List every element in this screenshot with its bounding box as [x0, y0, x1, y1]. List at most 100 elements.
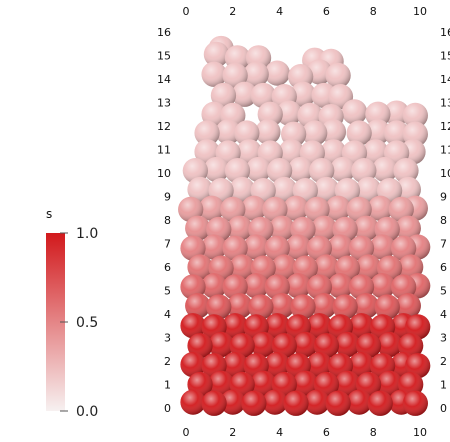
particle-shading [311, 293, 337, 319]
particle-shading [187, 254, 213, 280]
particle-shading [325, 62, 351, 89]
y-tick-label-left: 10 [157, 167, 171, 180]
particle [262, 389, 288, 415]
particle-shading [180, 389, 206, 415]
y-tick-label-right: 5 [440, 285, 447, 298]
particle [201, 234, 227, 260]
particle-shading [327, 273, 354, 299]
particle [220, 389, 246, 415]
x-tick-label-bottom: 0 [183, 426, 190, 439]
y-tick-label-left: 7 [164, 238, 171, 251]
particle [180, 389, 206, 415]
x-axis-bottom-ticks: 0 2 4 6 8 10 [183, 426, 428, 439]
y-tick-label-left: 13 [157, 97, 171, 110]
y-tick-label-right: 15 [440, 50, 450, 63]
particle-shading [227, 215, 253, 241]
y-tick-label-left: 12 [157, 120, 171, 133]
particle-shading [262, 389, 288, 415]
particle [313, 176, 340, 203]
particle-shading [332, 294, 358, 320]
particle [325, 390, 351, 416]
y-tick-label-right: 7 [440, 238, 447, 251]
particle-shading [383, 120, 410, 146]
particle-shading [292, 370, 318, 396]
particle-shading [255, 119, 281, 145]
x-tick-label-bottom: 4 [276, 426, 283, 439]
x-tick-label-top: 0 [183, 5, 190, 18]
particle [234, 120, 260, 146]
particle-shading [402, 390, 428, 416]
y-tick-label-left: 2 [164, 355, 171, 368]
colorbar-gradient [46, 233, 65, 411]
particle [201, 390, 227, 416]
particle-shading [330, 156, 356, 183]
x-tick-label-bottom: 10 [413, 426, 427, 439]
particle [327, 234, 354, 260]
particle-shading [250, 370, 276, 396]
particle [365, 119, 391, 145]
particle [285, 273, 311, 299]
particle-shading [367, 195, 393, 221]
x-tick-label-bottom: 8 [370, 426, 377, 439]
particle-shading [185, 293, 211, 319]
particle [222, 62, 248, 89]
particle-shading [206, 294, 232, 320]
particle-shading [369, 234, 396, 260]
particle-shading [283, 195, 309, 221]
particle-shading [393, 158, 419, 184]
colorbar-title: s [46, 207, 52, 221]
particle-shading [208, 370, 234, 396]
y-tick-label-right: 1 [440, 379, 447, 392]
particle [383, 120, 410, 146]
particle [365, 101, 391, 127]
particle-shading [248, 294, 274, 320]
y-tick-label-right: 2 [440, 355, 447, 368]
particle-shading [353, 293, 379, 319]
particle [353, 293, 379, 319]
particle-shading [222, 313, 248, 339]
particle [302, 120, 328, 146]
particle [341, 99, 368, 125]
x-tick-label-top: 8 [370, 5, 377, 18]
y-tick-label-right: 16 [440, 26, 450, 39]
x-tick-label-bottom: 2 [229, 426, 236, 439]
particle [367, 195, 393, 221]
particle [290, 294, 316, 320]
particle [332, 294, 358, 320]
particle-shading [264, 351, 290, 378]
colorbar-tick-label-min: 0.0 [76, 404, 98, 420]
particle [201, 273, 227, 299]
particle-shading [241, 195, 267, 221]
y-tick-label-right: 14 [440, 73, 450, 86]
particle [376, 370, 403, 396]
x-tick-label-bottom: 6 [323, 426, 330, 439]
particle [311, 215, 337, 241]
particle [203, 41, 230, 67]
y-tick-label-left: 1 [164, 379, 171, 392]
particle [222, 351, 248, 378]
y-tick-label-left: 5 [164, 285, 171, 298]
particle [313, 254, 340, 280]
particle [201, 61, 227, 87]
particle [248, 294, 274, 320]
particle-shading [365, 101, 391, 127]
particle-shading [285, 273, 311, 299]
particle-shading [180, 313, 206, 339]
particle [311, 293, 337, 319]
y-tick-label-right: 3 [440, 332, 447, 345]
particle-shading [180, 351, 206, 378]
particle [227, 215, 253, 241]
particle [393, 158, 419, 184]
particle [402, 390, 428, 416]
particle [185, 293, 211, 319]
particle-shading [290, 81, 316, 107]
particle [367, 390, 393, 416]
particle-shading [306, 313, 333, 339]
particle [402, 102, 428, 129]
particle [199, 195, 225, 221]
particle [208, 370, 234, 396]
particle [395, 215, 421, 241]
colorbar-tick-label-max: 1.0 [76, 226, 98, 242]
particle [283, 390, 309, 416]
